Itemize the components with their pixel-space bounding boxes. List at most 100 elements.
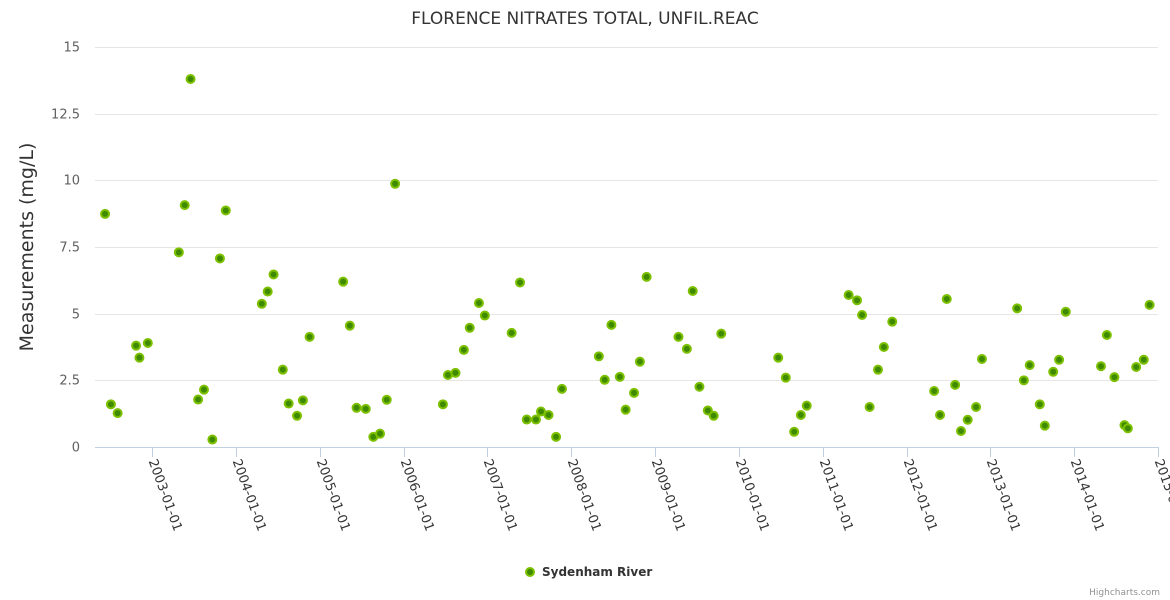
data-point[interactable] [515, 277, 526, 288]
data-point[interactable] [641, 271, 652, 282]
data-point[interactable] [1138, 354, 1149, 365]
data-point[interactable] [702, 405, 713, 416]
data-point[interactable] [1039, 420, 1050, 431]
data-point[interactable] [134, 352, 145, 363]
data-point[interactable] [344, 320, 355, 331]
series-sydenham-river [100, 74, 1155, 445]
data-point[interactable] [789, 426, 800, 437]
data-point[interactable] [634, 356, 645, 367]
data-point[interactable] [795, 410, 806, 420]
data-point[interactable] [857, 310, 868, 320]
data-point[interactable] [1018, 375, 1029, 386]
x-tick-label: 2013-01-01 [983, 457, 1023, 533]
data-point[interactable] [179, 200, 190, 211]
data-point[interactable] [304, 331, 315, 342]
data-point[interactable] [112, 408, 123, 419]
data-point[interactable] [105, 399, 116, 410]
data-point[interactable] [1131, 362, 1142, 372]
data-point[interactable] [297, 395, 308, 406]
data-point[interactable] [262, 286, 273, 297]
data-point[interactable] [390, 178, 401, 189]
y-tick-label: 2.5 [59, 374, 80, 389]
data-point[interactable] [1095, 361, 1106, 372]
data-point[interactable] [220, 205, 231, 216]
data-point[interactable] [887, 316, 898, 327]
data-point[interactable] [599, 374, 610, 385]
data-point[interactable] [773, 352, 784, 363]
data-point[interactable] [1012, 303, 1023, 314]
data-point[interactable] [687, 286, 698, 296]
data-point[interactable] [708, 410, 719, 421]
data-point[interactable] [256, 298, 267, 309]
data-point[interactable] [1024, 360, 1035, 371]
data-point[interactable] [694, 381, 705, 392]
data-point[interactable] [1060, 306, 1071, 317]
data-point[interactable] [185, 74, 196, 84]
data-point[interactable] [593, 351, 604, 362]
data-point[interactable] [292, 410, 303, 421]
data-point[interactable] [375, 428, 386, 439]
data-point[interactable] [450, 367, 461, 378]
data-point[interactable] [338, 276, 349, 287]
data-point[interactable] [1054, 354, 1065, 365]
data-point[interactable] [801, 400, 812, 411]
data-point[interactable] [464, 322, 475, 333]
data-point[interactable] [1101, 330, 1112, 340]
data-point[interactable] [976, 354, 987, 364]
data-point[interactable] [681, 343, 692, 354]
data-point[interactable] [614, 371, 625, 382]
data-point[interactable] [1109, 372, 1120, 383]
data-point[interactable] [207, 434, 218, 445]
data-point[interactable] [852, 295, 863, 306]
data-point[interactable] [673, 331, 684, 342]
data-point[interactable] [283, 398, 294, 409]
data-point[interactable] [1034, 399, 1045, 410]
data-point[interactable] [1144, 299, 1155, 310]
data-point[interactable] [780, 372, 791, 383]
data-point[interactable] [864, 402, 875, 412]
data-point[interactable] [530, 414, 541, 425]
data-point[interactable] [277, 364, 288, 375]
data-point[interactable] [941, 294, 952, 304]
data-point[interactable] [268, 269, 279, 280]
data-point[interactable] [193, 394, 204, 405]
data-point[interactable] [1122, 423, 1133, 434]
data-point[interactable] [100, 208, 111, 219]
data-point[interactable] [629, 387, 640, 398]
data-point[interactable] [543, 410, 554, 420]
data-point[interactable] [843, 290, 854, 300]
data-point[interactable] [872, 364, 883, 375]
data-point[interactable] [551, 431, 562, 442]
data-point[interactable] [606, 319, 617, 330]
data-point[interactable] [381, 394, 392, 405]
data-point[interactable] [437, 399, 448, 410]
data-point[interactable] [971, 402, 982, 412]
data-point[interactable] [351, 402, 362, 413]
data-point[interactable] [878, 342, 889, 352]
data-point[interactable] [929, 386, 940, 396]
data-point[interactable] [962, 414, 973, 425]
data-point[interactable] [131, 340, 142, 351]
data-point[interactable] [173, 247, 184, 258]
data-point[interactable] [935, 410, 946, 420]
x-tick-label: 2004-01-01 [229, 457, 269, 533]
data-point[interactable] [955, 426, 966, 436]
x-tick-label: 2010-01-01 [732, 457, 772, 533]
data-point[interactable] [198, 384, 209, 395]
y-axis: 0 2.5 5 7.5 10 12.5 15 [51, 41, 80, 456]
legend-item-sydenham-river[interactable]: Sydenham River [525, 565, 652, 579]
data-point[interactable] [1048, 366, 1059, 377]
data-point[interactable] [479, 310, 490, 321]
data-point[interactable] [506, 327, 517, 338]
data-point[interactable] [360, 403, 371, 414]
data-point[interactable] [950, 379, 961, 390]
data-point[interactable] [473, 298, 484, 308]
credits-link[interactable]: Highcharts.com [1089, 588, 1160, 598]
data-point[interactable] [556, 383, 567, 394]
data-point[interactable] [716, 328, 727, 339]
data-point[interactable] [142, 338, 153, 348]
data-point[interactable] [458, 344, 469, 355]
data-point[interactable] [620, 404, 631, 415]
data-point[interactable] [521, 414, 532, 425]
data-point[interactable] [214, 253, 225, 264]
